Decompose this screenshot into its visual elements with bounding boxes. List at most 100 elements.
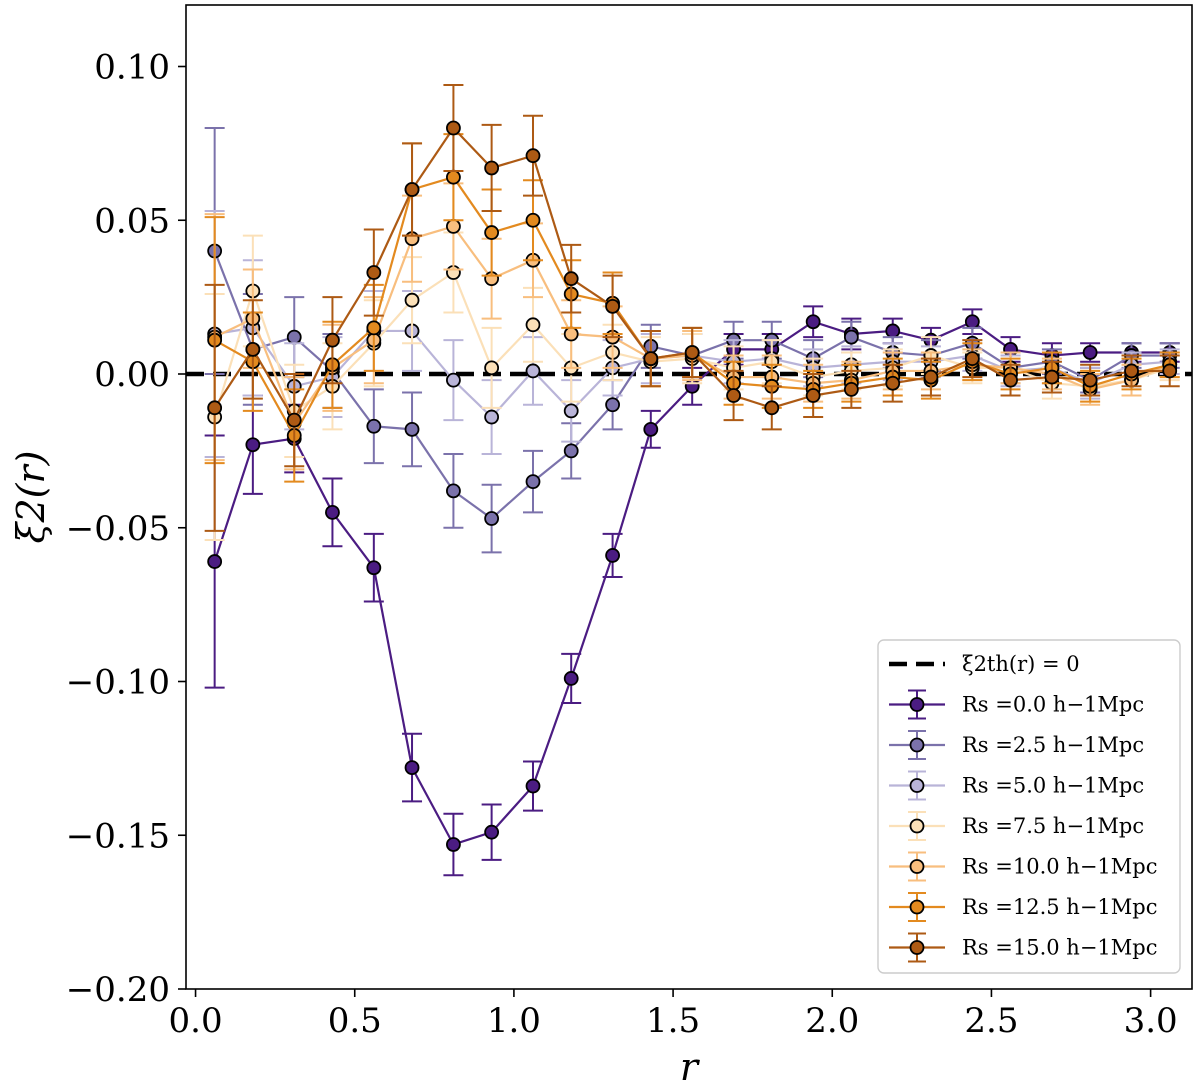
data-point bbox=[404, 182, 420, 197]
data-point bbox=[366, 560, 382, 576]
legend-label-series-0: Rs =0.0 h−1Mpc bbox=[962, 693, 1144, 717]
data-point bbox=[484, 824, 500, 840]
data-point bbox=[1124, 363, 1139, 379]
data-point bbox=[446, 483, 461, 499]
data-point bbox=[923, 369, 939, 385]
legend: ξ2th(r) = 0 Rs =0.0 h−1Mpc Rs =2.5 h−1Mpc R… bbox=[877, 639, 1181, 974]
data-point bbox=[605, 548, 620, 563]
legend-label-series-2: Rs =5.0 h−1Mpc bbox=[962, 774, 1144, 798]
legend-handle-marker bbox=[909, 899, 925, 915]
data-point bbox=[1162, 363, 1178, 379]
data-point bbox=[446, 837, 461, 852]
data-point bbox=[885, 375, 901, 391]
data-point bbox=[245, 341, 261, 357]
data-point bbox=[207, 400, 223, 416]
data-point bbox=[964, 314, 980, 330]
data-point bbox=[446, 372, 461, 388]
data-point bbox=[484, 360, 500, 376]
data-point bbox=[563, 671, 579, 686]
data-point bbox=[446, 169, 461, 185]
y-tick-label: 0.00 bbox=[94, 355, 170, 395]
data-point bbox=[404, 421, 420, 437]
y-tick-label: −0.05 bbox=[66, 509, 170, 549]
data-point bbox=[525, 778, 541, 794]
data-point bbox=[843, 381, 859, 397]
data-point bbox=[1082, 345, 1098, 360]
data-point bbox=[325, 332, 340, 348]
data-point bbox=[643, 421, 659, 437]
data-point bbox=[525, 317, 541, 333]
y-tick-label: 0.05 bbox=[94, 201, 170, 241]
data-point bbox=[286, 412, 302, 428]
legend-handle-marker bbox=[909, 737, 925, 753]
data-point bbox=[366, 265, 382, 280]
data-point bbox=[404, 292, 420, 308]
legend-label-series-6: Rs =15.0 h−1Mpc bbox=[962, 936, 1157, 960]
data-point bbox=[764, 400, 780, 416]
data-point bbox=[525, 148, 541, 164]
data-point bbox=[563, 403, 579, 419]
data-point bbox=[563, 271, 579, 287]
data-point bbox=[366, 320, 382, 336]
legend-label-series-5: Rs =12.5 h−1Mpc bbox=[962, 895, 1157, 919]
data-point bbox=[605, 298, 620, 314]
data-point bbox=[805, 314, 821, 330]
data-point bbox=[684, 345, 700, 360]
x-tick-label: 2.5 bbox=[964, 1001, 1018, 1041]
legend-label-series-3: Rs =7.5 h−1Mpc bbox=[962, 814, 1144, 838]
data-point bbox=[563, 326, 579, 342]
y-tick-label: −0.10 bbox=[66, 663, 170, 703]
data-point bbox=[1082, 372, 1098, 388]
legend-handle-marker bbox=[909, 859, 925, 874]
data-point bbox=[446, 120, 461, 136]
legend-box bbox=[877, 639, 1181, 974]
x-tick-label: 3.0 bbox=[1124, 1001, 1178, 1041]
data-point bbox=[286, 329, 302, 345]
y-tick-label: 0.10 bbox=[94, 48, 170, 88]
x-axis-label: r bbox=[680, 1045, 701, 1087]
data-point bbox=[484, 511, 500, 526]
data-point bbox=[404, 760, 420, 775]
legend-handle-marker bbox=[909, 818, 925, 834]
data-point bbox=[525, 363, 541, 379]
data-point bbox=[484, 409, 500, 425]
data-point bbox=[726, 388, 741, 403]
data-point bbox=[563, 443, 579, 459]
legend-label-series-1: Rs =2.5 h−1Mpc bbox=[962, 733, 1144, 757]
legend-handle-marker bbox=[909, 940, 925, 955]
data-point bbox=[245, 437, 261, 453]
data-point bbox=[525, 212, 541, 228]
data-point bbox=[1044, 369, 1060, 385]
data-point bbox=[605, 397, 620, 413]
data-point bbox=[964, 351, 980, 367]
x-tick-label: 1.0 bbox=[487, 1001, 541, 1041]
data-point bbox=[643, 351, 659, 367]
legend-label-series-4: Rs =10.0 h−1Mpc bbox=[962, 855, 1157, 879]
plot-area bbox=[186, 83, 1192, 877]
x-tick-label: 1.5 bbox=[646, 1001, 700, 1041]
data-point bbox=[366, 418, 382, 434]
data-point bbox=[446, 218, 461, 234]
y-tick-label: −0.20 bbox=[66, 970, 170, 1010]
x-tick-label: 0.0 bbox=[169, 1001, 223, 1041]
y-axis-label: ξ2(r) bbox=[9, 451, 53, 544]
data-point bbox=[1003, 372, 1018, 388]
data-point bbox=[484, 160, 500, 176]
data-point bbox=[843, 329, 859, 345]
data-point bbox=[885, 323, 901, 339]
x-tick-label: 2.0 bbox=[805, 1001, 859, 1041]
data-point bbox=[207, 554, 223, 569]
data-point bbox=[805, 388, 821, 403]
data-point bbox=[525, 474, 541, 490]
data-point bbox=[325, 504, 340, 520]
legend-label-reference: ξ2th(r) = 0 bbox=[962, 652, 1080, 676]
y-tick-label: −0.15 bbox=[66, 816, 170, 856]
x-tick-label: 0.5 bbox=[328, 1001, 382, 1041]
data-point bbox=[484, 225, 500, 240]
axis-ticks: 0.0 0.5 1.0 1.5 2.0 2.5 3.0 −0.20 −0.15 −0.10 −0.0… bbox=[66, 48, 1178, 1042]
legend-handle-marker bbox=[909, 697, 925, 712]
series-6 bbox=[204, 83, 1180, 532]
legend-handle-marker bbox=[909, 778, 925, 793]
plot-frame bbox=[185, 4, 1193, 990]
